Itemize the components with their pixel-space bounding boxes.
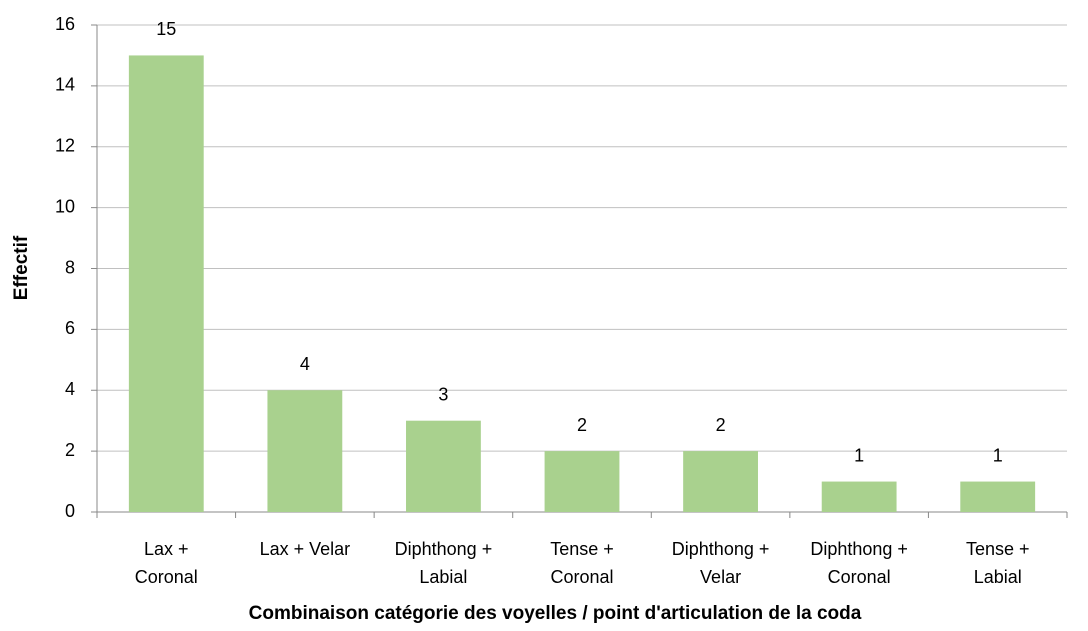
x-tick-label: Diphthong + Labial [395,539,493,587]
data-label: 1 [993,445,1003,465]
data-label: 4 [300,354,310,374]
x-tick-label-line: Lax + [144,539,189,559]
data-label: 15 [156,19,176,39]
y-tick-label: 16 [55,14,75,34]
bar [821,481,897,512]
data-label: 2 [577,415,587,435]
y-tick-label: 14 [55,75,75,95]
bar [960,481,1036,512]
x-axis-title: Combinaison catégorie des voyelles / poi… [249,603,862,624]
y-tick-label: 0 [65,501,75,521]
bar [128,55,204,512]
x-tick-label-line: Velar [700,567,741,587]
y-axis-title: Effectif [11,235,32,300]
x-tick-label-line: Coronal [828,567,891,587]
x-tick-label-line: Diphthong + [672,539,770,559]
x-tick-label: Lax + Coronal [135,539,198,587]
y-tick-label: 2 [65,440,75,460]
x-tick-label: Tense + Coronal [550,539,614,587]
x-tick-label-line: Diphthong + [810,539,908,559]
x-tick-label: Diphthong + Velar [672,539,770,587]
x-tick-label-line: Diphthong + [395,539,493,559]
x-tick-label-line: Tense + [966,539,1030,559]
y-tick-label: 12 [55,136,75,156]
x-tick-label: Diphthong + Coronal [810,539,908,587]
bar [683,451,758,512]
y-tick-label: 4 [65,379,75,399]
bar [267,390,343,512]
x-tick-label-line: Coronal [550,567,613,587]
x-tick-label-line: Labial [419,567,467,587]
bar [544,451,620,512]
y-tick-label: 6 [65,318,75,338]
data-label: 3 [438,384,448,404]
x-tick-label-line: Labial [974,567,1022,587]
bar [406,420,481,512]
x-tick-label: Tense + Labial [966,539,1030,587]
y-tick-label: 10 [55,196,75,216]
x-tick-label-line: Coronal [135,567,198,587]
data-label: 1 [854,445,864,465]
x-tick-label-line: Lax + Velar [260,539,351,559]
data-label: 2 [716,415,726,435]
x-tick-label: Lax + Velar [260,539,351,559]
x-tick-label-line: Tense + [550,539,614,559]
y-tick-label: 8 [65,257,75,277]
